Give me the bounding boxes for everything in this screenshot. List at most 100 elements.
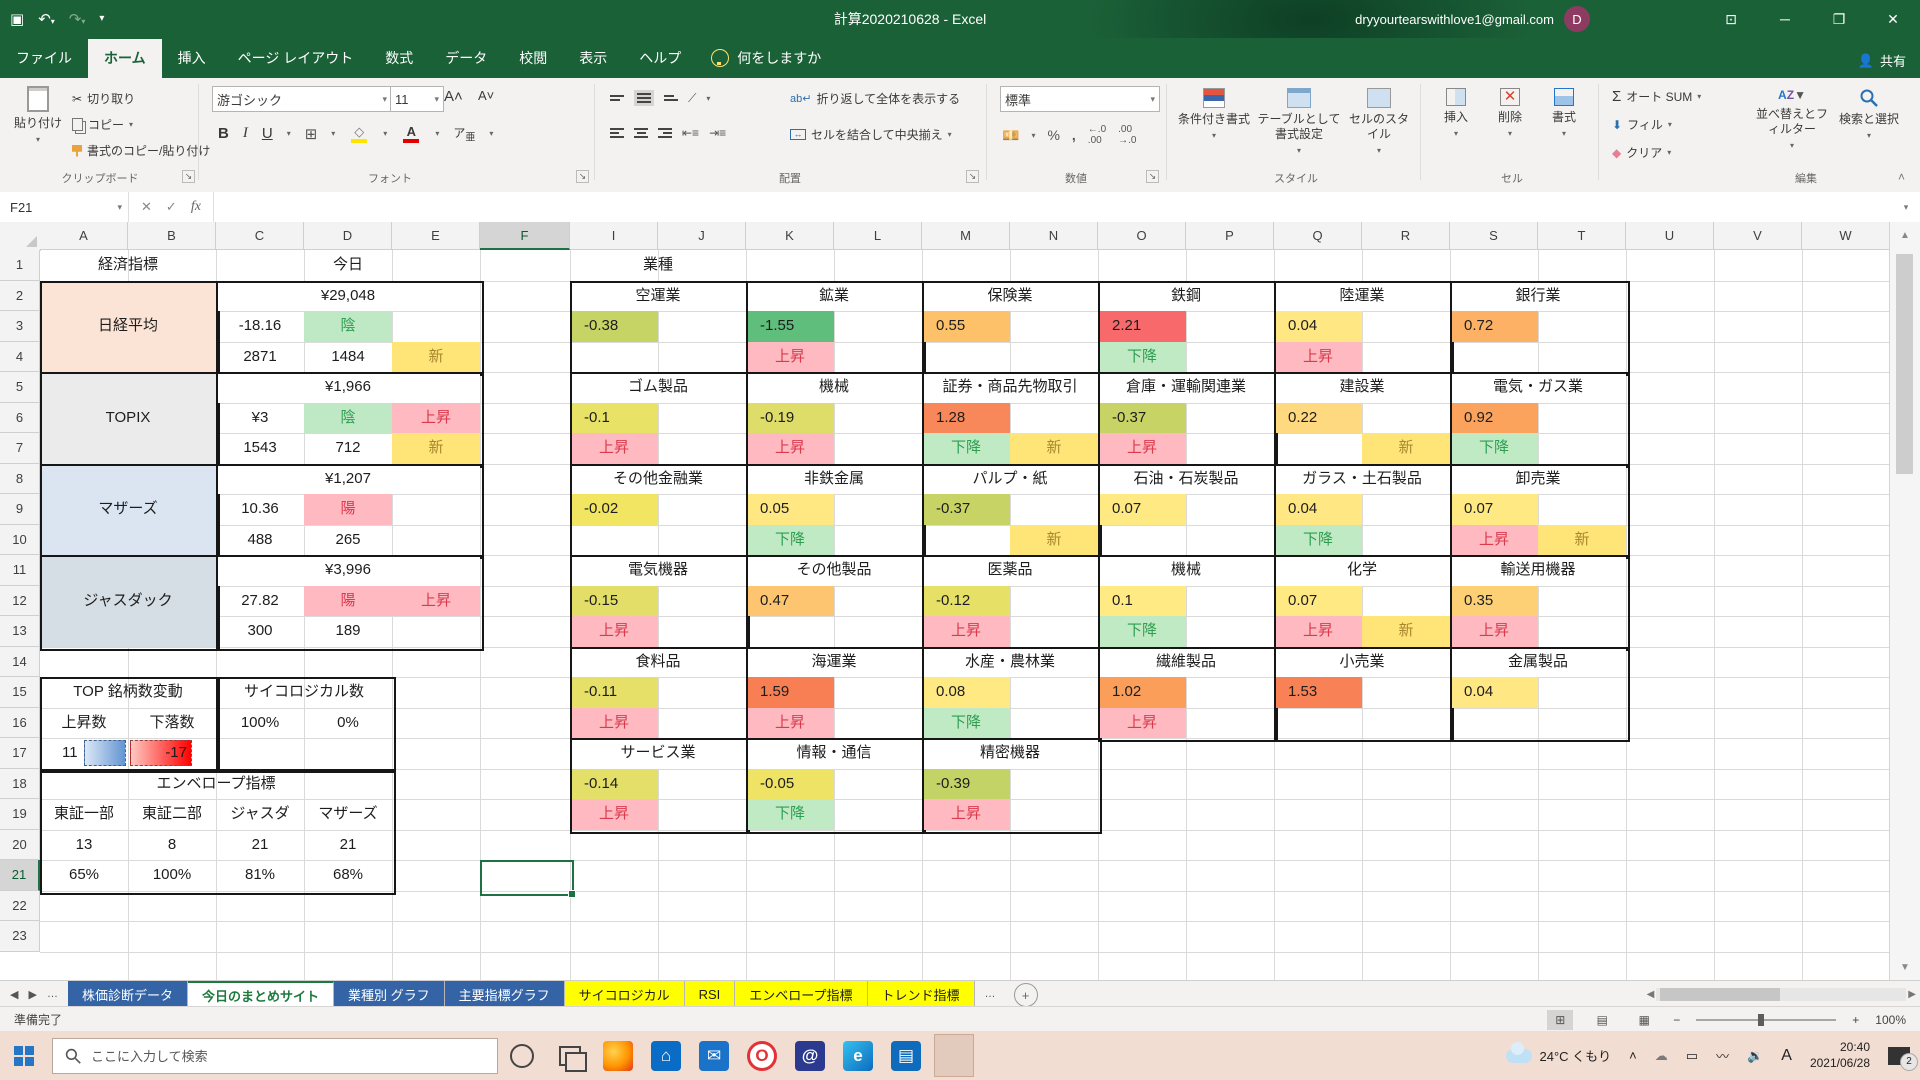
- ribbon-tab-データ[interactable]: データ: [445, 50, 488, 66]
- column-header-O[interactable]: O: [1098, 222, 1186, 250]
- sector-trend[interactable]: 下降: [746, 799, 834, 830]
- insert-cells-button[interactable]: 挿入 ▾: [1432, 88, 1480, 139]
- taskbar-app-mail[interactable]: ✉: [690, 1031, 738, 1080]
- cancel-icon[interactable]: ✕: [141, 199, 152, 214]
- column-header-K[interactable]: K: [746, 222, 834, 250]
- taskbar-clock[interactable]: 20:40 2021/06/28: [1809, 1039, 1870, 1070]
- volume-icon[interactable]: 🔉: [1747, 1047, 1764, 1063]
- index-label-日経平均[interactable]: 日経平均: [40, 280, 216, 372]
- undo-icon[interactable]: ↶▾: [38, 10, 55, 28]
- taskbar-app-at-mention[interactable]: @: [786, 1031, 834, 1080]
- horizontal-scrollbar[interactable]: [1656, 987, 1907, 1001]
- expand-formula-bar-icon[interactable]: ▾: [1903, 201, 1909, 212]
- vscroll-up-icon[interactable]: ▲: [1900, 229, 1910, 241]
- page-layout-view-icon[interactable]: ▤: [1596, 1012, 1608, 1027]
- index-price[interactable]: ¥29,048: [216, 280, 480, 311]
- sector-trend[interactable]: 下降: [922, 433, 1010, 464]
- sector-name-パルプ・紙[interactable]: パルプ・紙: [922, 463, 1098, 494]
- row-header-21[interactable]: 21: [0, 860, 40, 891]
- column-header-Q[interactable]: Q: [1274, 222, 1362, 250]
- cell-styles-button[interactable]: セルのスタイル ▾: [1348, 88, 1410, 156]
- sheet-overflow-left[interactable]: …: [46, 988, 58, 1000]
- row-header-4[interactable]: 4: [0, 341, 40, 372]
- underline-button[interactable]: U: [261, 125, 273, 143]
- align-middle-icon[interactable]: [634, 90, 654, 106]
- customize-qat-icon[interactable]: ▾: [99, 13, 105, 24]
- battery-icon[interactable]: ▭: [1685, 1047, 1699, 1063]
- index-value[interactable]: 上昇: [392, 585, 480, 616]
- align-bottom-icon[interactable]: [664, 95, 678, 101]
- align-left-icon[interactable]: [610, 128, 624, 138]
- bold-button[interactable]: B: [218, 125, 229, 143]
- row-header-12[interactable]: 12: [0, 585, 40, 616]
- vertical-scrollbar[interactable]: ▲ ▼: [1889, 222, 1920, 980]
- sector-new-flag[interactable]: 新: [1362, 616, 1450, 647]
- sector-name-海運業[interactable]: 海運業: [746, 646, 922, 677]
- sector-name-機械[interactable]: 機械: [746, 372, 922, 403]
- row-header-15[interactable]: 15: [0, 677, 40, 708]
- sector-name-サービス業[interactable]: サービス業: [570, 738, 746, 769]
- index-value[interactable]: 新: [392, 341, 480, 372]
- wifi-icon[interactable]: 〰: [1716, 1049, 1730, 1064]
- index-value[interactable]: 189: [335, 622, 361, 639]
- paste-button[interactable]: 貼り付け ▾: [12, 86, 64, 145]
- taskbar-search-input[interactable]: ここに入力して検索: [52, 1037, 498, 1074]
- sector-value[interactable]: -1.55: [746, 311, 834, 342]
- ribbon-display-options-icon[interactable]: ⊡: [1725, 10, 1737, 27]
- row-header-23[interactable]: 23: [0, 921, 40, 952]
- merge-center-button[interactable]: ↔ セルを結合して中央揃え ▾: [790, 126, 952, 143]
- ime-indicator[interactable]: A: [1781, 1046, 1792, 1064]
- format-cells-button[interactable]: 書式 ▾: [1540, 88, 1588, 139]
- sector-new-flag[interactable]: 新: [1362, 433, 1450, 464]
- sector-name-化学[interactable]: 化学: [1274, 555, 1450, 586]
- sheet-overflow-right[interactable]: …: [984, 988, 996, 1000]
- sector-value[interactable]: 1.53: [1274, 677, 1362, 708]
- avatar[interactable]: D: [1564, 6, 1590, 32]
- decrease-decimal-icon[interactable]: .00 →.0: [1118, 124, 1137, 146]
- insert-function-icon[interactable]: fx: [190, 199, 201, 214]
- task-view-button[interactable]: [546, 1031, 594, 1080]
- borders-icon[interactable]: ⊞: [304, 125, 318, 143]
- vscroll-down-icon[interactable]: ▼: [1900, 961, 1910, 973]
- envelope-percent[interactable]: 65%: [68, 866, 100, 883]
- sector-value[interactable]: 0.04: [1450, 677, 1538, 708]
- taskbar-app-firefox[interactable]: [594, 1031, 642, 1080]
- taskbar-app-excel[interactable]: X: [930, 1031, 978, 1080]
- ribbon-tab-表示[interactable]: 表示: [579, 50, 608, 66]
- sector-trend[interactable]: 上昇: [570, 616, 658, 647]
- format-painter-button[interactable]: 書式のコピー/貼り付け: [72, 142, 210, 159]
- sector-value[interactable]: -0.38: [570, 311, 658, 342]
- sector-value[interactable]: -0.14: [570, 768, 658, 799]
- index-value[interactable]: 10.36: [241, 500, 279, 517]
- row-header-9[interactable]: 9: [0, 494, 40, 525]
- sector-value[interactable]: -0.39: [922, 768, 1010, 799]
- sector-value[interactable]: 0.07: [1450, 494, 1538, 525]
- index-value[interactable]: 新: [392, 433, 480, 464]
- sector-name-その他製品[interactable]: その他製品: [746, 555, 922, 586]
- envelope-count[interactable]: 21: [339, 835, 357, 853]
- comma-style-icon[interactable]: ,: [1071, 127, 1076, 143]
- italic-button[interactable]: I: [242, 125, 248, 142]
- sector-value[interactable]: -0.37: [1098, 402, 1186, 433]
- account-email[interactable]: dryyourtearswithlove1@gmail.com: [1355, 11, 1554, 27]
- minimize-button[interactable]: ─: [1780, 11, 1790, 27]
- sector-trend[interactable]: 上昇: [570, 707, 658, 738]
- index-value[interactable]: -18.16: [238, 317, 282, 334]
- sheet-tab-エンベロープ指標[interactable]: エンベロープ指標: [735, 981, 868, 1007]
- sector-value[interactable]: 0.08: [922, 677, 1010, 708]
- sector-trend[interactable]: 上昇: [1450, 524, 1538, 555]
- sector-name-銀行業[interactable]: 銀行業: [1450, 280, 1626, 311]
- index-label-ジャスダック[interactable]: ジャスダック: [40, 555, 216, 647]
- sector-value[interactable]: -0.05: [746, 768, 834, 799]
- sector-trend[interactable]: 上昇: [570, 433, 658, 464]
- copy-button[interactable]: コピー ▾: [72, 116, 133, 133]
- sort-filter-button[interactable]: AZ▼ 並べ替えとフィルター ▾: [1755, 88, 1828, 150]
- row-header-5[interactable]: 5: [0, 372, 40, 403]
- align-right-icon[interactable]: [658, 128, 672, 138]
- sector-trend[interactable]: 上昇: [1274, 616, 1362, 647]
- zoom-slider[interactable]: [1696, 1013, 1837, 1026]
- sector-value[interactable]: 0.05: [746, 494, 834, 525]
- row-header-2[interactable]: 2: [0, 280, 40, 311]
- sector-name-水産・農林業[interactable]: 水産・農林業: [922, 646, 1098, 677]
- sector-value[interactable]: -0.12: [922, 585, 1010, 616]
